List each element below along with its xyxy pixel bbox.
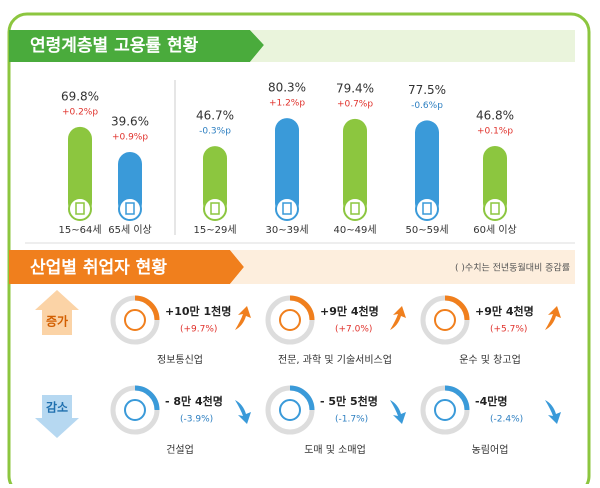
item-name: 전문, 과학 및 기술서비스업 — [278, 353, 392, 366]
x-tick-label: 15~64세 — [58, 224, 101, 236]
title-banner — [9, 30, 264, 62]
item-amount: +10만 1천명 — [165, 304, 231, 318]
bar-icon — [203, 197, 227, 221]
item-name: 정보통신업 — [157, 353, 203, 366]
item-amount: -4만명 — [475, 394, 507, 408]
x-tick-label: 40~49세 — [333, 224, 376, 236]
item-ring-arc — [134, 385, 160, 411]
value-label: 79.4% — [336, 81, 374, 95]
item-icon — [279, 399, 301, 421]
group-label: 증가 — [46, 314, 68, 329]
bar-icon-doc — [422, 202, 432, 215]
item-rate: (-3.9%) — [180, 415, 213, 425]
value-label: 46.7% — [196, 109, 234, 123]
value-label: 46.8% — [476, 109, 514, 123]
item-rate: (-1.7%) — [335, 415, 368, 425]
trend-arrow — [390, 400, 406, 424]
bar-icon-doc — [75, 202, 85, 215]
item-name: 도매 및 소매업 — [304, 443, 366, 456]
x-tick-label: 60세 이상 — [473, 224, 517, 236]
bar-icon — [118, 197, 142, 221]
group-badge — [35, 395, 79, 438]
section-banner — [9, 250, 244, 284]
change-label: +1.2%p — [269, 99, 305, 109]
item-ring-arc — [289, 295, 315, 321]
bar — [415, 120, 439, 215]
change-label: -0.6%p — [411, 101, 443, 111]
bar-icon-doc — [210, 202, 220, 215]
item-amount: +9만 4천명 — [475, 304, 534, 318]
note: ( )수치는 전년동월대비 증감률 — [455, 262, 570, 274]
item-name: 건설업 — [166, 443, 194, 456]
item-rate: (+9.7%) — [180, 325, 217, 335]
chart-title: 연령계층별 고용률 현황 — [30, 35, 199, 56]
group-badge — [35, 290, 79, 335]
item-icon — [279, 309, 301, 331]
value-label: 80.3% — [268, 81, 306, 95]
item-icon — [434, 399, 456, 421]
trend-arrow — [235, 306, 251, 330]
bar — [483, 146, 507, 215]
section-title: 산업별 취업자 현황 — [30, 257, 167, 278]
item-ring-arc — [134, 295, 160, 321]
trend-arrow — [235, 400, 251, 424]
section-banner-tail — [230, 250, 575, 284]
bar-icon-doc — [125, 202, 135, 215]
item-amount: - 8만 4천명 — [165, 394, 223, 408]
value-label: 77.5% — [408, 83, 446, 97]
item-ring-arc — [444, 295, 470, 321]
bar-icon-doc — [350, 202, 360, 215]
bar-icon-doc — [282, 202, 292, 215]
item-amount: +9만 4천명 — [320, 304, 379, 318]
bar-icon-doc — [490, 202, 500, 215]
change-label: +0.1%p — [477, 127, 513, 137]
trend-arrow — [390, 306, 406, 330]
item-amount: - 5만 5천명 — [320, 394, 378, 408]
trend-arrow — [545, 306, 561, 330]
change-label: +0.7%p — [337, 99, 373, 109]
x-tick-label: 50~59세 — [405, 224, 448, 236]
value-label: 69.8% — [61, 89, 99, 103]
item-name: 농림어업 — [472, 443, 509, 456]
trend-arrow — [545, 400, 561, 424]
bar-icon — [275, 197, 299, 221]
group-label: 감소 — [46, 400, 68, 415]
item-icon — [434, 309, 456, 331]
item-rate: (+5.7%) — [490, 325, 527, 335]
bar — [275, 118, 299, 215]
value-label: 39.6% — [111, 115, 149, 129]
bar-icon — [483, 197, 507, 221]
bar — [68, 126, 92, 215]
x-tick-label: 30~39세 — [265, 224, 308, 236]
item-ring-arc — [289, 385, 315, 411]
x-tick-label: 15~29세 — [193, 224, 236, 236]
bar — [343, 118, 367, 215]
x-tick-label: 65세 이상 — [108, 224, 152, 236]
bar-icon — [68, 197, 92, 221]
item-ring-arc — [444, 385, 470, 411]
bar-icon — [343, 197, 367, 221]
change-label: +0.9%p — [112, 133, 148, 143]
item-icon — [124, 309, 146, 331]
item-icon — [124, 399, 146, 421]
item-name: 운수 및 창고업 — [459, 353, 521, 366]
change-label: +0.2%p — [62, 107, 98, 117]
change-label: -0.3%p — [199, 127, 231, 137]
item-rate: (-2.4%) — [490, 415, 523, 425]
bar-icon — [415, 197, 439, 221]
bar — [203, 146, 227, 215]
title-banner-tail — [250, 30, 575, 62]
item-rate: (+7.0%) — [335, 325, 372, 335]
